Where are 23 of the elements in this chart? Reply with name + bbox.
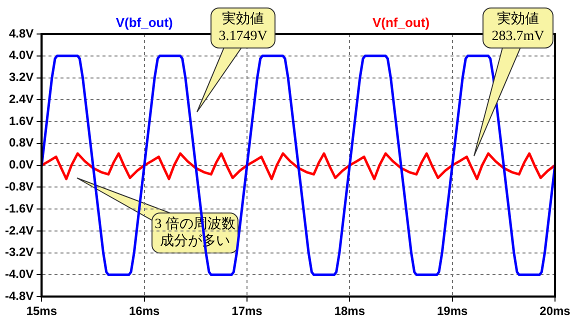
- y-tick-label: 0.8V: [8, 136, 34, 150]
- x-tick-label: 20ms: [540, 304, 571, 318]
- text: V(nf_out): [372, 15, 430, 30]
- y-tick-label: -0.8V: [4, 179, 34, 194]
- y-tick-label: 1.6V: [8, 114, 34, 128]
- y-tick-label: 0.0V: [8, 158, 34, 172]
- x-tick-label: 15ms: [26, 304, 58, 318]
- x-tick-label: 19ms: [436, 304, 468, 318]
- x-tick-label: 18ms: [334, 304, 366, 318]
- y-tick-label: -3.2V: [4, 245, 34, 260]
- series-label: V(bf_out): [116, 15, 173, 30]
- x-tick-label: 17ms: [232, 304, 263, 318]
- y-tick-label: 4.0V: [8, 48, 34, 62]
- y-tick-label: -2.4V: [4, 223, 34, 238]
- y-tick-label: 4.8V: [8, 26, 34, 40]
- annotation: 実効値 3.1749V: [218, 11, 268, 45]
- annotation: 実効値 283.7mV: [492, 11, 544, 45]
- x-tick-label: 16ms: [128, 304, 160, 318]
- y-tick-label: 2.4V: [8, 92, 34, 106]
- y-tick-label: 3.2V: [8, 70, 34, 84]
- y-tick-label: -4.8V: [4, 288, 34, 303]
- y-tick-label: -1.6V: [4, 201, 34, 216]
- y-tick-label: -4.0V: [4, 267, 34, 282]
